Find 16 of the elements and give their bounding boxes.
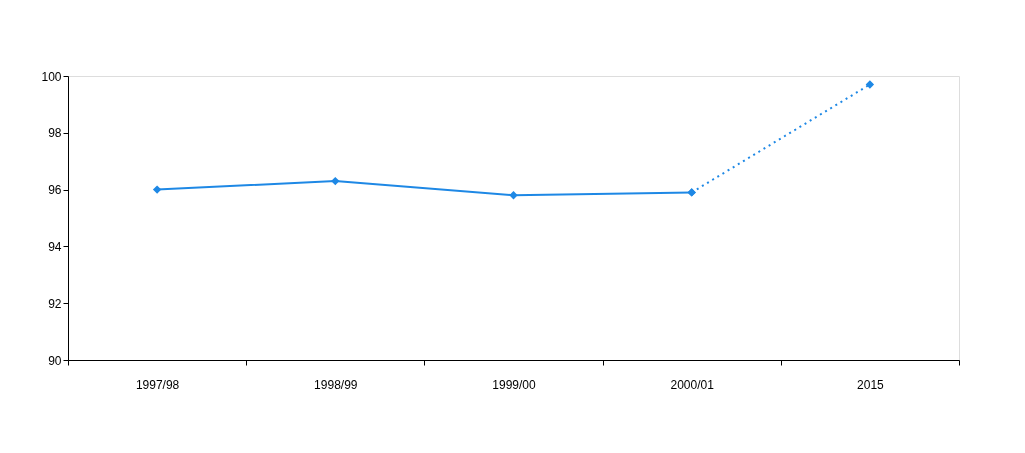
- point: [331, 176, 340, 186]
- x-tick-label: 1998/99: [314, 377, 358, 392]
- point: [509, 191, 518, 200]
- y-tick-label: 100: [41, 69, 62, 84]
- point: [687, 188, 696, 197]
- x-tick-label: 1997/98: [135, 377, 180, 392]
- y-tick-label: 98: [48, 126, 62, 141]
- x-tick-label: 2015: [857, 377, 885, 392]
- point: [865, 80, 875, 89]
- y-tick-label: 90: [48, 353, 62, 368]
- x-tick-label: 2000/01: [670, 377, 715, 392]
- x-tick-label: 1999/00: [492, 377, 537, 392]
- point: [152, 185, 162, 194]
- y-tick-label: 96: [48, 183, 62, 198]
- y-tick-label: 92: [48, 296, 62, 311]
- y-tick-label: 94: [48, 239, 62, 254]
